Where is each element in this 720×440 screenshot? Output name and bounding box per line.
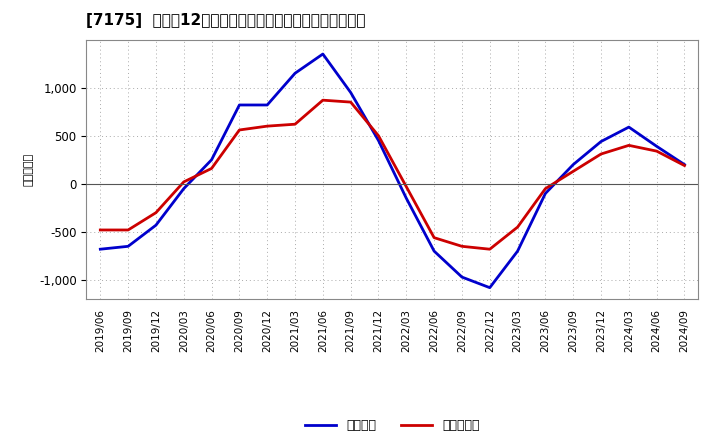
当期純利益 <box>346 99 355 105</box>
当期純利益 <box>680 163 689 168</box>
当期純利益 <box>624 143 633 148</box>
経常利益 <box>541 191 550 196</box>
当期純利益 <box>152 210 161 215</box>
当期純利益 <box>402 184 410 189</box>
経常利益 <box>374 138 383 143</box>
当期純利益 <box>235 127 243 132</box>
経常利益 <box>513 249 522 254</box>
Y-axis label: （百万円）: （百万円） <box>23 153 33 186</box>
経常利益 <box>569 162 577 167</box>
当期純利益 <box>179 179 188 184</box>
当期純利益 <box>569 169 577 174</box>
当期純利益 <box>430 235 438 240</box>
経常利益 <box>430 249 438 254</box>
経常利益 <box>207 157 216 162</box>
当期純利益 <box>207 166 216 171</box>
経常利益 <box>235 103 243 108</box>
経常利益 <box>179 186 188 191</box>
Text: [7175]  利益だ12か月移動合計の対前年同期増減額の推移: [7175] 利益だ12か月移動合計の対前年同期増減額の推移 <box>86 13 366 28</box>
経常利益 <box>318 51 327 57</box>
経常利益 <box>680 162 689 167</box>
当期純利益 <box>374 133 383 139</box>
経常利益 <box>458 275 467 280</box>
当期純利益 <box>291 121 300 127</box>
当期純利益 <box>318 98 327 103</box>
経常利益 <box>402 196 410 201</box>
経常利益 <box>485 285 494 290</box>
当期純利益 <box>124 227 132 233</box>
Legend: 経常利益, 当期純利益: 経常利益, 当期純利益 <box>300 414 485 437</box>
経常利益 <box>152 223 161 228</box>
当期純利益 <box>597 151 606 157</box>
経常利益 <box>291 70 300 76</box>
経常利益 <box>624 125 633 130</box>
当期純利益 <box>541 186 550 191</box>
当期純利益 <box>513 224 522 230</box>
経常利益 <box>96 246 104 252</box>
当期純利益 <box>652 148 661 154</box>
経常利益 <box>124 244 132 249</box>
当期純利益 <box>458 244 467 249</box>
当期純利益 <box>263 124 271 129</box>
経常利益 <box>346 90 355 95</box>
Line: 経常利益: 経常利益 <box>100 54 685 288</box>
当期純利益 <box>485 246 494 252</box>
経常利益 <box>652 144 661 149</box>
Line: 当期純利益: 当期純利益 <box>100 100 685 249</box>
経常利益 <box>263 103 271 108</box>
当期純利益 <box>96 227 104 233</box>
経常利益 <box>597 139 606 144</box>
